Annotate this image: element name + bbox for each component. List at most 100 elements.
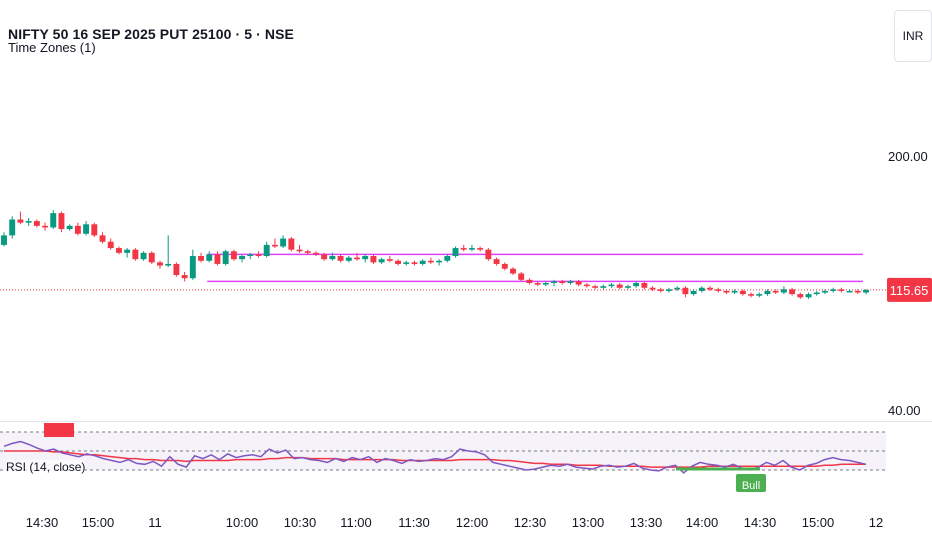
time-tick-label: 14:30 [744,515,777,530]
candle-body [493,259,500,264]
time-tick-label: 12:00 [456,515,489,530]
candle-body [337,256,344,261]
candle-body [222,251,229,264]
candle-body [296,249,303,252]
candle-body [756,294,763,296]
indicator-legend[interactable]: Time Zones (1) [8,40,96,55]
candle-body [239,256,246,260]
candle-body [575,281,582,285]
candle-body [863,289,869,293]
candle-body [271,244,278,247]
candle-body [173,263,180,276]
bull-signal-label: Bull [742,480,760,492]
candle-body [247,254,254,257]
candle-body [230,251,237,260]
time-tick-label: 11 [148,515,162,530]
candle-body [690,290,697,295]
candle-body [854,290,861,293]
candle-body [1,235,7,245]
candle-body [313,252,319,255]
candle-body [805,294,812,298]
candle-body [189,256,196,279]
candle-body [674,287,681,290]
candle-body [452,248,459,257]
time-tick-label: 15:00 [82,515,115,530]
candle-body [772,290,779,293]
candle-body [107,241,114,249]
candle-body [378,259,385,263]
candle-body [58,213,65,230]
time-tick-label: 13:00 [572,515,605,530]
candle-body [608,284,615,287]
candle-body [600,286,607,288]
candle-body [797,294,804,298]
candle-body [181,275,188,279]
candle-body [206,254,213,261]
candle-body [518,273,525,280]
time-tick-label: 13:30 [630,515,663,530]
candle-body [329,256,336,260]
rsi-legend[interactable]: RSI (14, close) [6,460,86,474]
candle-body [411,262,418,264]
candle-body [288,238,295,250]
candle-body [624,286,631,288]
candle-body [427,260,434,263]
candle-body [723,290,730,293]
candle-body [74,225,81,234]
currency-button[interactable]: INR [894,10,932,62]
candle-body [477,248,484,250]
candle-body [99,235,106,242]
candle-body [559,281,566,283]
candle-body [345,257,352,261]
time-tick-label: 15:00 [802,515,835,530]
candle-body [485,249,492,260]
candle-body [715,289,722,291]
candle-body [148,252,155,263]
candle-body [280,238,287,247]
pane-divider[interactable] [0,421,932,422]
candle-body [419,260,426,264]
candle-body [789,289,796,295]
candle-body [813,292,820,295]
rsi-line [3,440,867,474]
candle-body [780,289,787,293]
candle-body [542,283,549,285]
candle-body [157,262,163,266]
candle-body [50,213,57,228]
candle-body [395,260,402,264]
candle-body [698,287,705,291]
candle-body [132,249,139,260]
candle-body [666,289,672,291]
candle-body [830,289,837,291]
time-tick-label: 11:00 [340,515,372,530]
candle-body [214,254,221,264]
candle-body [9,219,16,236]
candle-body [198,256,204,261]
candle-body [460,248,467,250]
chart-title: NIFTY 50 16 SEP 2025 PUT 25100 · 5 · NSE [8,26,294,42]
candle-body [510,268,516,274]
candle-body [616,284,623,288]
candle-body [707,287,713,290]
candle-body [386,259,393,261]
candle-body [501,263,508,269]
candle-body [764,290,771,295]
candle-body [42,225,49,228]
candle-body [468,248,475,250]
candle-body [592,286,599,288]
candle-body [444,256,451,261]
candle-body [657,289,664,291]
last-price-tag [887,277,932,302]
candle-body [821,290,828,293]
candle-body [436,260,443,263]
candle-body [33,221,40,226]
time-tick-label: 11:30 [398,515,430,530]
price-tick-label: 200.00 [888,149,928,164]
candle-body [354,257,360,260]
time-tick-label: 10:00 [226,515,259,530]
candle-body [165,263,172,266]
candle-body [124,249,131,253]
candle-body [583,284,590,287]
